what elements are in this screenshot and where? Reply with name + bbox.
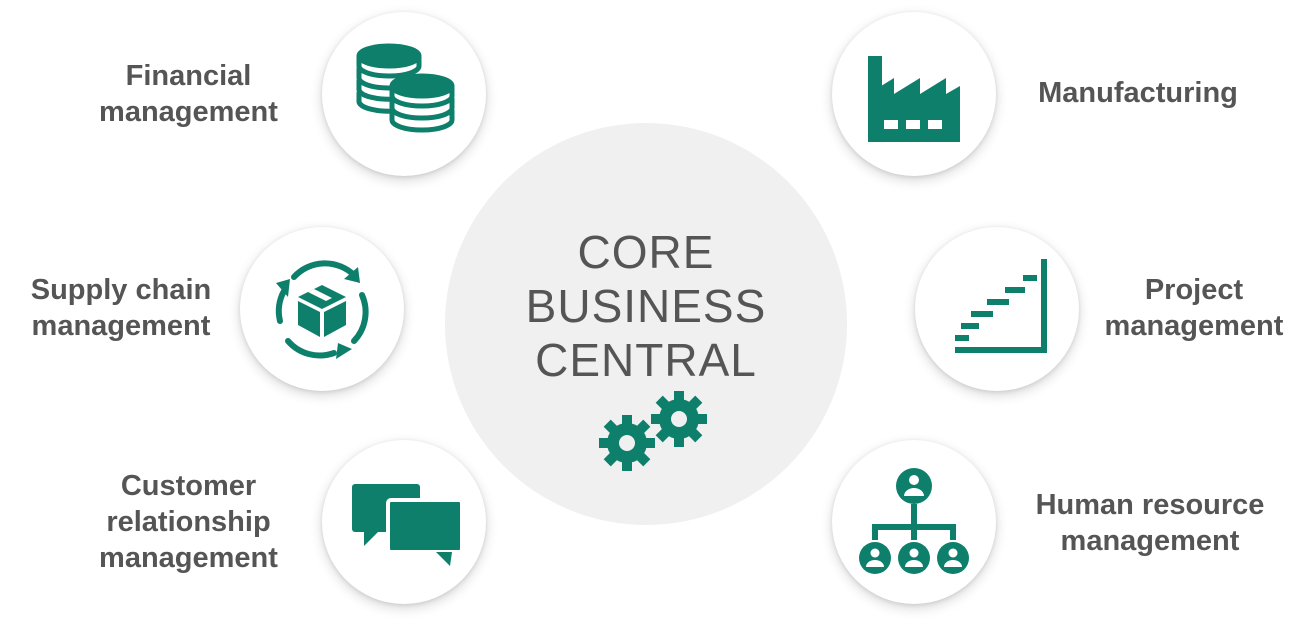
supply-chain-management-node [240,227,404,391]
manufacturing-label-line-1: Manufacturing [1038,77,1238,109]
gears-icon [599,391,707,471]
center-title-line-3: CENTRAL [535,334,757,386]
org-chart-icon [859,468,969,574]
supply-chain-label-line-1: Supply chain [30,274,212,306]
project-label-line-1: Project [1144,274,1244,306]
supply-chain-label-line-2: management [31,310,211,342]
staircase-chart-icon [955,259,1047,353]
crm-label-line-1: Customer [120,470,257,502]
crm-label-line-2: relationship [106,506,271,538]
center-title-line-2: BUSINESS [525,280,767,332]
customer-relationship-management-label: Customer relationship management [86,468,291,576]
manufacturing-node [832,12,996,176]
human-resource-management-node [832,440,996,604]
hr-label-line-2: management [1060,525,1240,557]
human-resource-management-label: Human resource management [1022,487,1278,559]
financial-label-line-1: Financial [125,60,252,92]
crm-label-line-3: management [99,542,278,574]
financial-management-node [322,12,486,176]
project-management-node [915,227,1079,391]
project-label-line-2: management [1104,310,1284,342]
hr-label-line-1: Human resource [1035,489,1265,521]
package-cycle-icon [275,260,369,359]
project-management-label: Project management [1090,272,1298,344]
core-business-central-circle: CORE BUSINESS CENTRAL [445,123,847,525]
financial-management-label: Financial management [86,58,291,130]
supply-chain-management-label: Supply chain management [16,272,226,344]
chat-bubbles-icon [352,484,464,566]
factory-icon [868,56,960,142]
financial-label-line-2: management [99,96,278,128]
center-title: CORE BUSINESS CENTRAL [445,225,847,387]
manufacturing-label: Manufacturing [1020,75,1256,111]
customer-relationship-management-node [322,440,486,604]
coins-icon [356,43,455,133]
center-title-line-1: CORE [577,226,715,278]
